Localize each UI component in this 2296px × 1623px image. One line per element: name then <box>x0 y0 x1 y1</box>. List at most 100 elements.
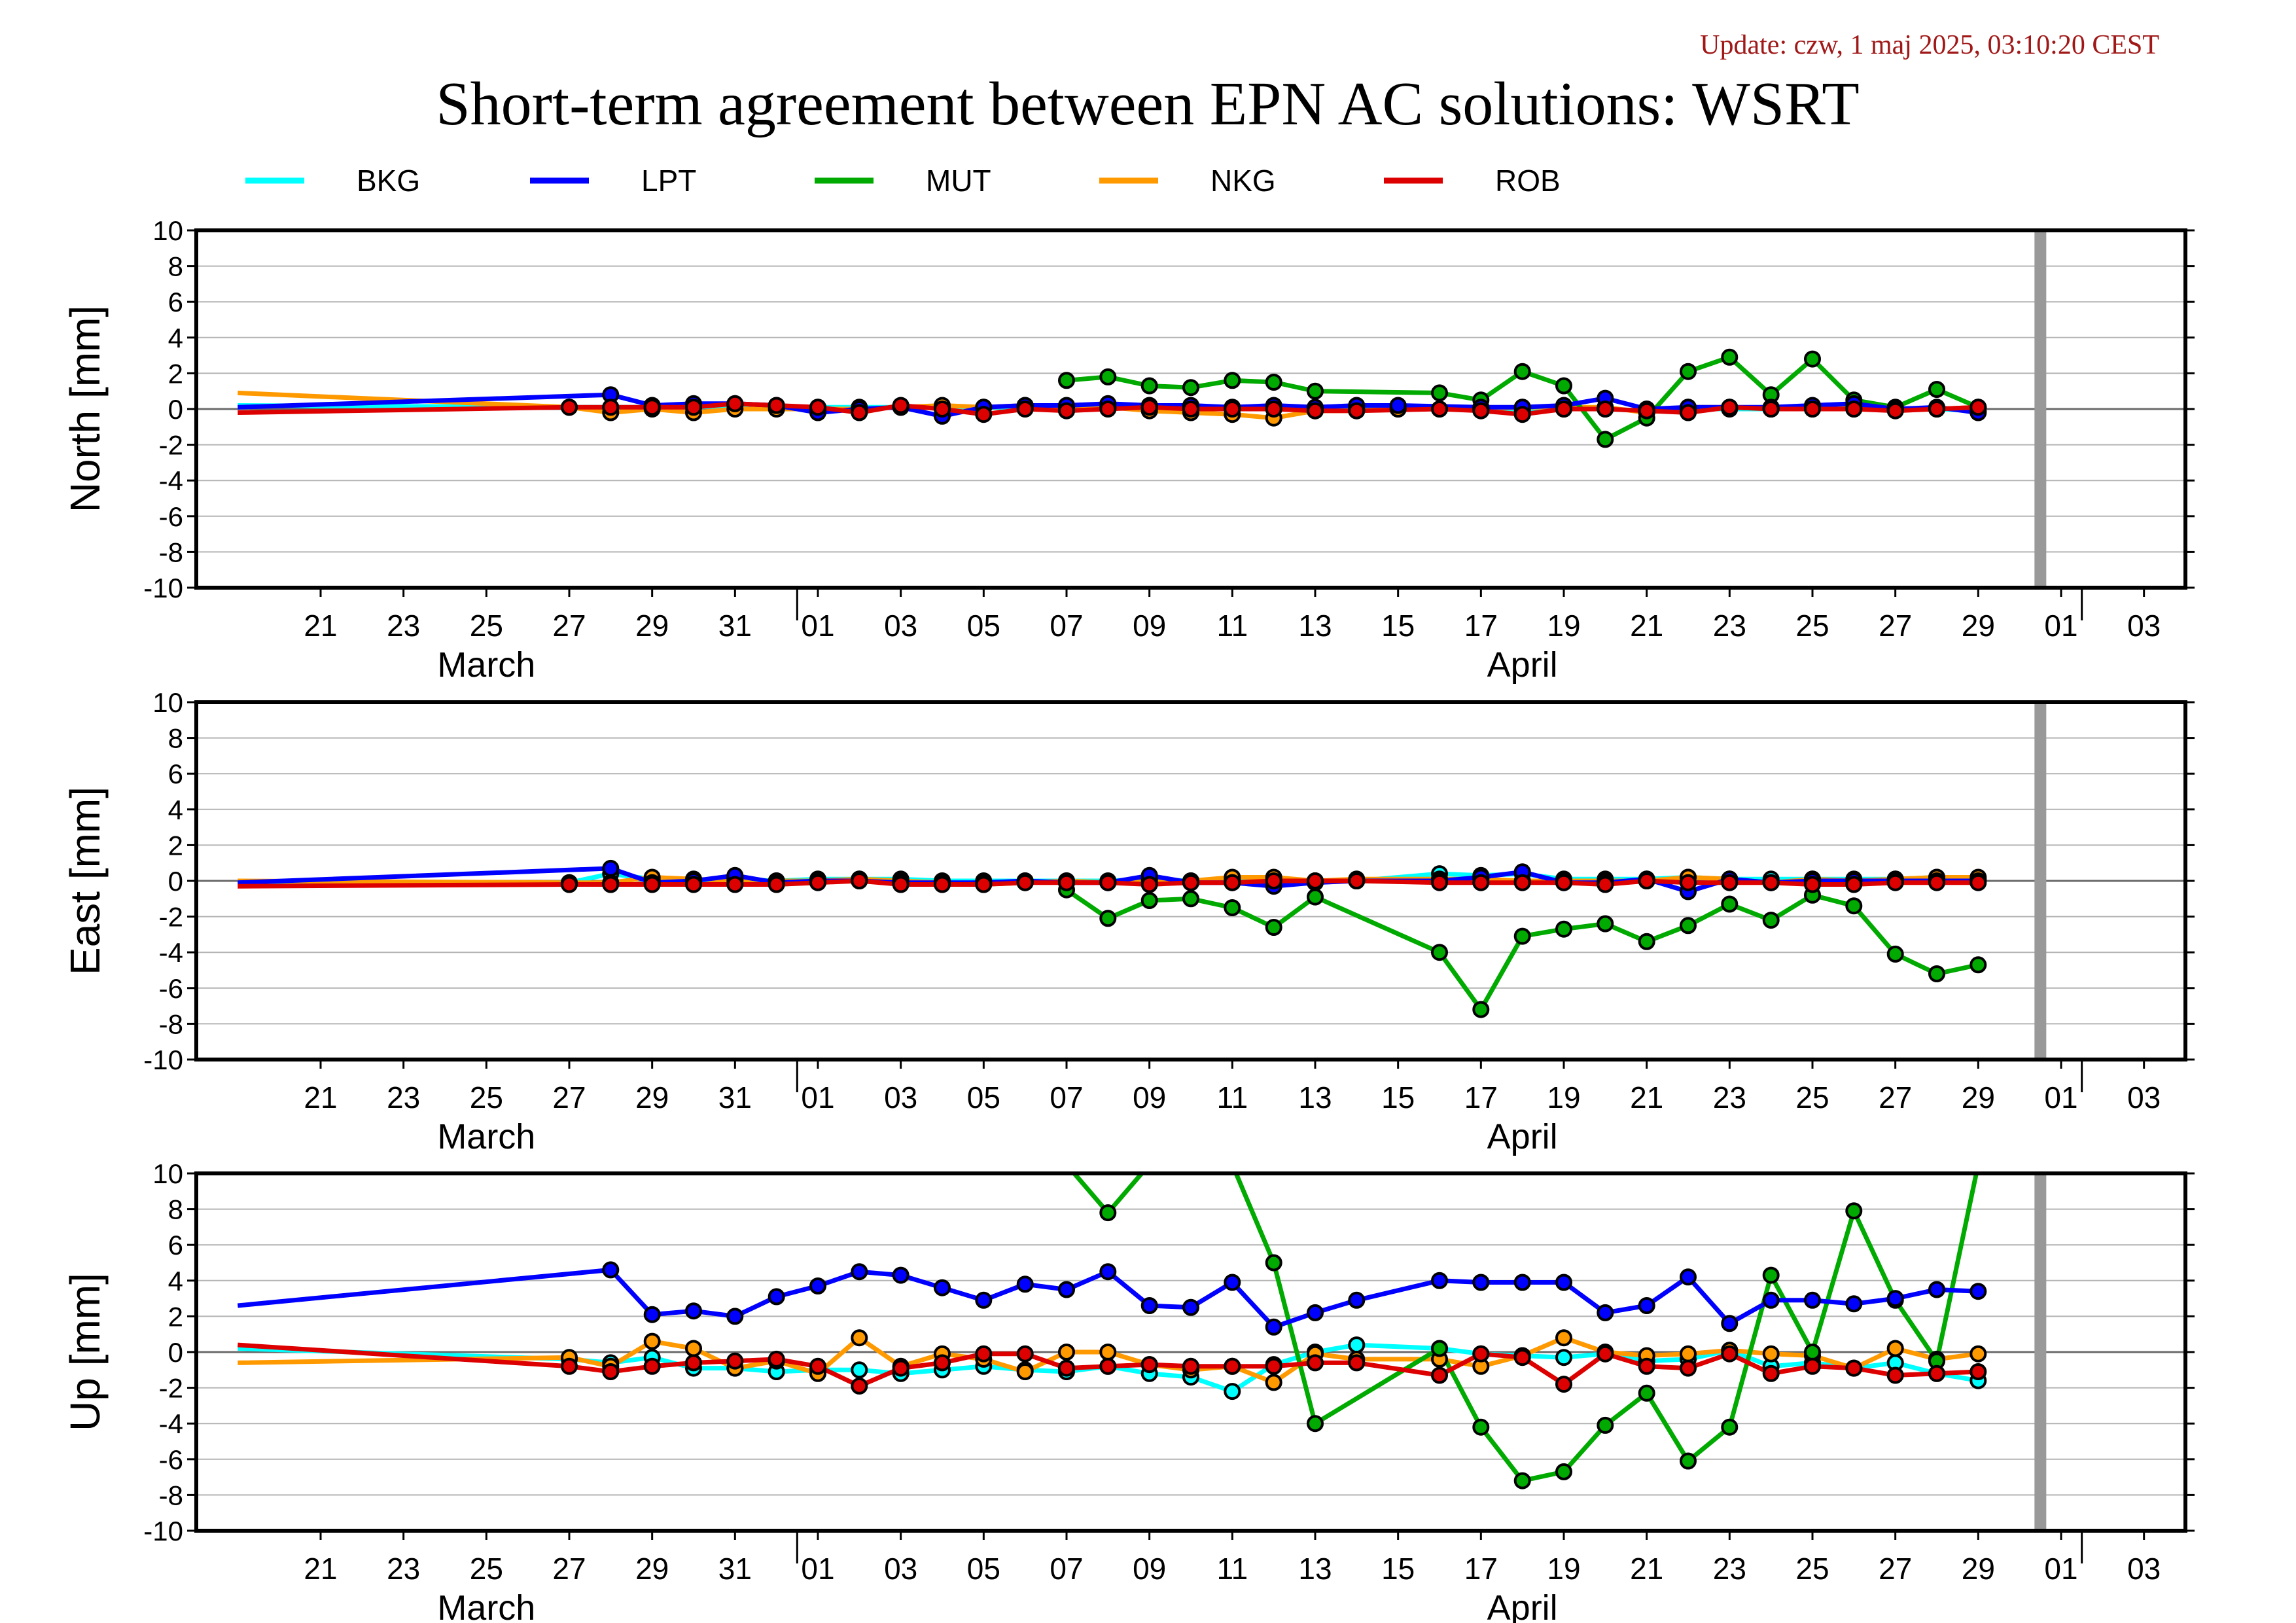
x-tick-label: 21 <box>1630 1080 1663 1115</box>
x-tick-label: 29 <box>1962 609 1995 643</box>
data-point-rob <box>851 1377 868 1395</box>
data-point-mut <box>1099 910 1117 927</box>
y-tick-label: 6 <box>168 1230 183 1260</box>
data-point-mut <box>1099 1204 1117 1222</box>
data-point-mut <box>1431 384 1448 402</box>
data-point-lpt <box>1638 1297 1655 1314</box>
x-tick-label: 23 <box>1713 609 1746 643</box>
y-tick-label: -2 <box>159 902 183 933</box>
data-point-rob <box>1472 1345 1490 1363</box>
data-point-nkg <box>1058 1344 1075 1361</box>
x-tick-label: 25 <box>470 1080 503 1115</box>
data-point-rob <box>1265 1357 1282 1375</box>
data-point-lpt <box>1513 1274 1531 1291</box>
data-point-mut <box>1597 915 1614 933</box>
plot-frame <box>194 1171 2187 1533</box>
data-point-rob <box>1597 876 1614 893</box>
data-point-lpt <box>975 1291 993 1309</box>
data-point-rob <box>561 399 578 416</box>
data-point-rob <box>1928 401 1945 418</box>
x-tick-label: 05 <box>967 609 1000 643</box>
y-tick-label: 4 <box>168 323 183 353</box>
data-point-mut <box>1886 945 1904 963</box>
y-tick-label: -10 <box>143 1044 183 1075</box>
data-point-rob <box>809 1357 826 1375</box>
data-point-rob <box>1099 1357 1117 1375</box>
x-tick-label: 27 <box>552 1552 586 1586</box>
data-point-rob <box>1597 1345 1614 1363</box>
data-point-lpt <box>1307 1304 1324 1321</box>
data-point-mut <box>1845 897 1863 915</box>
x-tick-label: 25 <box>470 1552 503 1586</box>
legend-label-rob: ROB <box>1495 164 1561 198</box>
data-point-rob <box>1555 874 1572 891</box>
y-tick-label: 0 <box>168 1337 183 1368</box>
data-point-mut <box>1513 927 1531 945</box>
data-point-rob <box>1638 872 1655 889</box>
y-tick-label: -4 <box>159 937 183 968</box>
month-label: March <box>437 645 535 685</box>
data-point-rob <box>726 1352 744 1370</box>
x-tick-label: 17 <box>1464 609 1498 643</box>
x-tick-label: 03 <box>2127 609 2161 643</box>
data-point-nkg <box>1680 1345 1697 1363</box>
y-tick-label: 0 <box>168 866 183 897</box>
x-tick-label: 21 <box>1630 609 1663 643</box>
data-point-mut <box>1721 348 1739 366</box>
data-point-rob <box>1845 1359 1863 1377</box>
update-timestamp: Update: czw, 1 maj 2025, 03:10:20 CEST <box>1700 30 2159 60</box>
data-point-rob <box>1224 401 1241 418</box>
data-point-rob <box>975 406 993 423</box>
data-point-rob <box>1721 399 1739 416</box>
y-tick-label: 10 <box>152 1158 183 1189</box>
data-point-lpt <box>934 1279 951 1296</box>
data-point-lpt <box>1224 1274 1241 1291</box>
data-point-rob <box>1597 401 1614 418</box>
data-point-rob <box>1969 399 1987 416</box>
data-point-rob <box>1224 1357 1241 1375</box>
x-tick-label: 11 <box>1216 1552 1248 1586</box>
plot-frame <box>194 700 2187 1061</box>
data-point-rob <box>975 1345 993 1363</box>
data-point-rob <box>1969 1363 1987 1380</box>
x-tick-label: 11 <box>1216 1080 1248 1115</box>
data-point-lpt <box>1928 1281 1945 1298</box>
data-point-mut <box>1928 381 1945 398</box>
data-point-rob <box>1804 401 1821 418</box>
data-point-rob <box>1307 872 1324 889</box>
data-point-rob <box>1016 1345 1034 1363</box>
data-point-rob <box>1265 872 1282 889</box>
y-tick-label: -4 <box>159 465 183 496</box>
data-point-rob <box>1431 401 1448 418</box>
data-point-mut <box>1307 888 1324 906</box>
series-line-lpt <box>237 1267 1979 1330</box>
data-point-rob <box>1058 874 1075 891</box>
x-tick-label: 13 <box>1298 1552 1332 1586</box>
data-point-rob <box>1182 401 1199 418</box>
x-tick-label: 21 <box>1630 1552 1663 1586</box>
month-label: April <box>1487 645 1558 685</box>
data-point-rob <box>851 404 868 421</box>
legend-label-bkg: BKG <box>357 164 420 198</box>
x-tick-label: 09 <box>1133 609 1166 643</box>
legend-label-mut: MUT <box>926 164 991 198</box>
x-tick-label: 25 <box>1795 1552 1829 1586</box>
data-point-mut <box>1804 1344 1821 1361</box>
data-point-rob <box>1555 1376 1572 1393</box>
data-point-nkg <box>643 1332 661 1350</box>
x-tick-label: 31 <box>718 1080 752 1115</box>
data-point-mut <box>1804 350 1821 368</box>
y-tick-label: 8 <box>168 251 183 282</box>
data-point-mut <box>1265 374 1282 391</box>
data-point-rob <box>1680 874 1697 891</box>
data-point-rob <box>934 1354 951 1372</box>
data-point-rob <box>1638 1357 1655 1375</box>
data-point-lpt <box>768 1288 785 1306</box>
data-point-rob <box>1058 1359 1075 1377</box>
month-label: April <box>1487 1588 1558 1623</box>
y-tick-label: -6 <box>159 501 183 532</box>
data-point-rob <box>1140 1356 1158 1374</box>
x-tick-label: 01 <box>801 1552 834 1586</box>
data-point-lpt <box>1140 1297 1158 1314</box>
x-tick-label: 07 <box>1050 1552 1083 1586</box>
